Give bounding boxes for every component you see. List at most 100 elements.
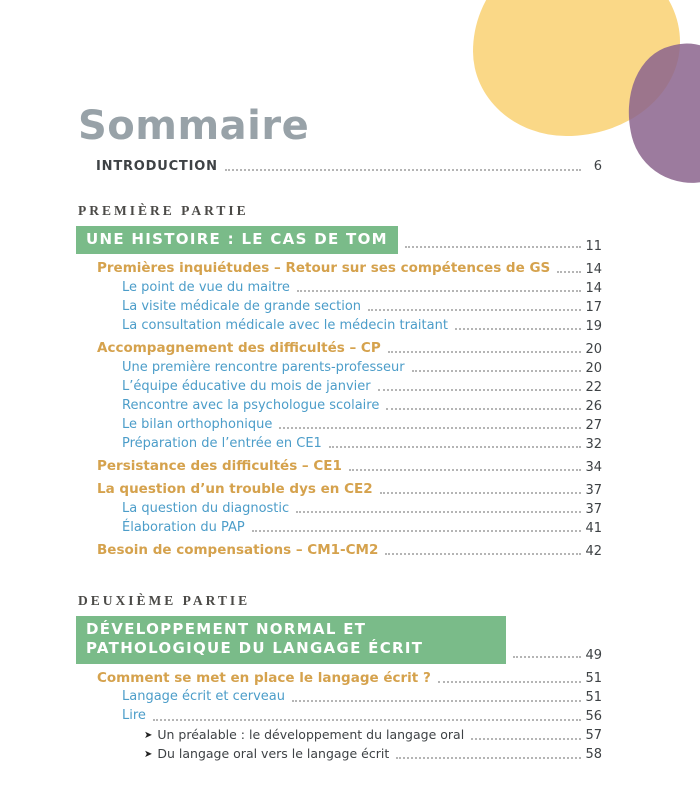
dot-leader	[368, 309, 581, 312]
dot-leader	[152, 718, 581, 721]
toc-entry-page: 57	[585, 727, 602, 743]
part-title-highlight[interactable]: UNE HISTOIRE : LE CAS DE TOM	[76, 226, 398, 255]
toc-entry-label[interactable]: Besoin de compensations – CM1-CM2	[97, 542, 379, 559]
toc-entry-label[interactable]: Le bilan orthophonique	[122, 416, 273, 432]
toc-row-introduction: INTRODUCTION 6	[76, 155, 602, 175]
toc-entry-page: 41	[585, 520, 602, 536]
toc-entry-label[interactable]: Préparation de l’entrée en CE1	[122, 435, 322, 451]
toc-entry-label[interactable]: La visite médicale de grande section	[122, 298, 362, 314]
toc-row-part-title: DÉVELOPPEMENT NORMAL ET PATHOLOGIQUE DU …	[76, 616, 602, 664]
dot-leader	[513, 655, 581, 658]
toc-entry-page: 11	[585, 238, 602, 254]
toc-entry-label[interactable]: Persistance des difficultés – CE1	[97, 458, 342, 475]
toc-row: Premières inquiétudes – Retour sur ses c…	[76, 258, 602, 277]
dot-leader	[379, 492, 581, 495]
toc-row: La question d’un trouble dys en CE2 37	[76, 479, 602, 498]
toc-entry-page: 26	[585, 398, 602, 414]
toc-row: Une première rencontre parents-professeu…	[76, 357, 602, 376]
toc-entry-page: 56	[585, 708, 602, 724]
toc-part-label: PREMIÈRE PARTIE	[76, 201, 602, 220]
dot-leader	[251, 530, 581, 533]
part-label-text: DEUXIÈME PARTIE	[78, 593, 251, 609]
toc-entry-label[interactable]: Une première rencontre parents-professeu…	[122, 359, 405, 375]
toc-entry-page: 6	[593, 159, 602, 175]
toc-row: Persistance des difficultés – CE1 34	[76, 456, 602, 475]
dot-leader	[471, 737, 581, 740]
dot-leader	[396, 756, 581, 759]
toc-entry-label[interactable]: L’équipe éducative du mois de janvier	[122, 378, 371, 394]
toc-entry-label[interactable]: Le point de vue du maitre	[122, 279, 290, 295]
toc-entry-page: 49	[585, 647, 602, 663]
toc-entry-page: 20	[585, 360, 602, 376]
dot-leader	[404, 246, 581, 249]
toc-entry-label[interactable]: Lire	[122, 708, 146, 724]
toc-entry-label[interactable]: Rencontre avec la psychologue scolaire	[122, 397, 380, 413]
dot-leader	[296, 511, 581, 514]
part-label-text: PREMIÈRE PARTIE	[78, 203, 249, 219]
dot-leader	[328, 446, 581, 449]
toc-entry-text: Du langage oral vers le langage écrit	[157, 746, 390, 762]
arrow-bullet-icon: ➤	[144, 749, 153, 761]
toc-entry-page: 14	[585, 261, 602, 277]
toc-row: L’équipe éducative du mois de janvier 22	[76, 376, 602, 395]
dot-leader	[437, 680, 581, 683]
toc-entry-page: 17	[585, 299, 602, 315]
toc-row: Préparation de l’entrée en CE1 32	[76, 433, 602, 452]
dot-leader	[348, 469, 581, 472]
dot-leader	[377, 389, 581, 392]
toc-entry-label[interactable]: Langage écrit et cerveau	[122, 689, 285, 705]
toc-row: Le bilan orthophonique 27	[76, 414, 602, 433]
toc-entry-page: 34	[585, 459, 602, 475]
toc-entry-label[interactable]: La question d’un trouble dys en CE2	[97, 481, 373, 498]
toc-row: ➤ Un préalable : le développement du lang…	[76, 725, 602, 744]
dot-leader	[292, 699, 581, 702]
table-of-contents: INTRODUCTION 6 PREMIÈRE PARTIE UNE HISTO…	[76, 155, 602, 763]
toc-entry-page: 42	[585, 543, 602, 559]
toc-entry-page: 37	[585, 501, 602, 517]
toc-entry-page: 20	[585, 341, 602, 357]
dot-leader	[411, 370, 581, 373]
toc-entry-label[interactable]: Élaboration du PAP	[122, 519, 245, 535]
toc-row: ➤ Du langage oral vers le langage écrit 5…	[76, 744, 602, 763]
toc-entry-label[interactable]: ➤ Un préalable : le développement du lang…	[76, 727, 464, 744]
toc-row: Lire 56	[76, 706, 602, 725]
toc-entry-label[interactable]: INTRODUCTION	[96, 158, 218, 174]
toc-entry-page: 51	[585, 670, 602, 686]
toc-row: Besoin de compensations – CM1-CM2 42	[76, 540, 602, 559]
toc-entry-label[interactable]: Accompagnement des difficultés – CP	[97, 340, 381, 357]
toc-entry-text: Un préalable : le développement du langa…	[157, 727, 465, 743]
part-title-highlight[interactable]: DÉVELOPPEMENT NORMAL ET PATHOLOGIQUE DU …	[76, 616, 506, 664]
toc-row: Rencontre avec la psychologue scolaire 2…	[76, 395, 602, 414]
toc-entry-page: 19	[585, 318, 602, 334]
dot-leader	[279, 427, 581, 430]
toc-entry-page: 37	[585, 482, 602, 498]
toc-row: La consultation médicale avec le médecin…	[76, 315, 602, 334]
toc-row: La question du diagnostic 37	[76, 498, 602, 517]
dot-leader	[386, 408, 581, 411]
page-title: Sommaire	[78, 102, 310, 149]
toc-entry-label[interactable]: La question du diagnostic	[122, 500, 290, 516]
dot-leader	[454, 328, 581, 331]
dot-leader	[385, 553, 581, 556]
toc-row: La visite médicale de grande section 17	[76, 296, 602, 315]
toc-part-label: DEUXIÈME PARTIE	[76, 591, 602, 610]
toc-entry-page: 14	[585, 280, 602, 296]
toc-entry-label[interactable]: Comment se met en place le langage écrit…	[97, 669, 431, 686]
toc-entry-label[interactable]: ➤ Du langage oral vers le langage écrit	[76, 746, 389, 763]
toc-entry-label[interactable]: Premières inquiétudes – Retour sur ses c…	[97, 260, 551, 277]
toc-entry-page: 51	[585, 689, 602, 705]
dot-leader	[296, 290, 581, 293]
dot-leader	[387, 351, 581, 354]
arrow-bullet-icon: ➤	[144, 730, 153, 742]
toc-entry-page: 58	[585, 746, 602, 762]
toc-row: Accompagnement des difficultés – CP 20	[76, 338, 602, 357]
toc-entry-page: 22	[585, 379, 602, 395]
toc-row: Élaboration du PAP 41	[76, 517, 602, 536]
toc-row-part-title: UNE HISTOIRE : LE CAS DE TOM 11	[76, 226, 602, 255]
toc-row: Langage écrit et cerveau 51	[76, 687, 602, 706]
toc-entry-page: 27	[585, 417, 602, 433]
toc-row: Comment se met en place le langage écrit…	[76, 668, 602, 687]
toc-entry-page: 32	[585, 436, 602, 452]
toc-row: Le point de vue du maitre 14	[76, 277, 602, 296]
toc-entry-label[interactable]: La consultation médicale avec le médecin…	[122, 317, 448, 333]
